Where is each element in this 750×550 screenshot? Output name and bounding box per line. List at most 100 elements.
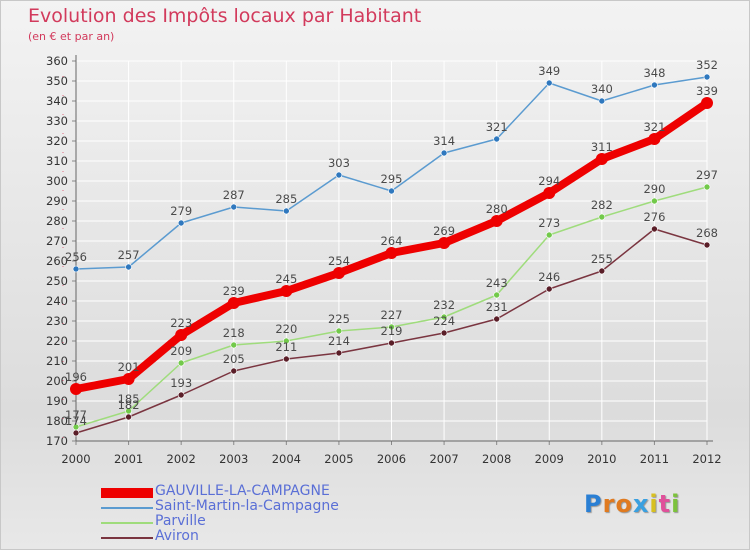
y-tick-label: 200 bbox=[46, 374, 68, 388]
data-point-saint-martin-la-campagne bbox=[283, 207, 290, 215]
data-point-parville bbox=[283, 337, 290, 345]
logo-letter: x bbox=[632, 490, 650, 518]
logo-letter: t bbox=[658, 490, 672, 518]
data-point-aviron bbox=[651, 225, 658, 233]
x-tick-label: 2008 bbox=[482, 452, 511, 466]
data-point-parville bbox=[388, 323, 395, 331]
data-label-aviron: 276 bbox=[643, 210, 665, 224]
y-tick-label: 240 bbox=[46, 294, 68, 308]
data-point-parville bbox=[230, 341, 238, 349]
data-point-aviron bbox=[283, 355, 290, 363]
y-tick-label: 340 bbox=[46, 94, 68, 108]
data-point-aviron bbox=[493, 315, 500, 323]
data-point-aviron bbox=[598, 267, 606, 275]
data-point-saint-martin-la-campagne bbox=[493, 135, 500, 143]
logo-letter: i bbox=[671, 490, 681, 518]
data-point-aviron bbox=[125, 413, 132, 421]
y-tick-label: 350 bbox=[46, 74, 68, 88]
data-label-saint-martin-la-campagne: 257 bbox=[118, 248, 140, 262]
data-label-parville: 220 bbox=[275, 322, 297, 336]
data-point-aviron bbox=[177, 391, 185, 399]
data-point-saint-martin-la-campagne bbox=[440, 149, 448, 157]
data-point-parville bbox=[703, 183, 711, 191]
y-tick-label: 270 bbox=[46, 234, 68, 248]
legend-swatch bbox=[101, 537, 153, 539]
data-point-gauville-la-campagne bbox=[122, 373, 135, 385]
data-point-saint-martin-la-campagne bbox=[545, 79, 553, 87]
data-point-gauville-la-campagne bbox=[438, 237, 451, 249]
y-tick-label: 310 bbox=[46, 154, 68, 168]
x-tick-label: 2003 bbox=[219, 452, 248, 466]
y-tick-label: 300 bbox=[46, 174, 68, 188]
data-label-parville: 232 bbox=[433, 298, 455, 312]
data-label-saint-martin-la-campagne: 314 bbox=[433, 134, 455, 148]
data-label-parville: 282 bbox=[591, 198, 613, 212]
data-point-gauville-la-campagne bbox=[595, 153, 608, 165]
x-tick-label: 2002 bbox=[167, 452, 196, 466]
axis-layer: 170 180 190 200 210 220 230 240 250 260 270 280 290 3… bbox=[46, 54, 722, 466]
y-tick-label: 210 bbox=[46, 354, 68, 368]
data-label-aviron: 214 bbox=[328, 334, 350, 348]
data-label-saint-martin-la-campagne: 321 bbox=[486, 120, 508, 134]
data-point-aviron bbox=[545, 285, 553, 293]
x-tick-label: 2000 bbox=[61, 452, 90, 466]
data-label-gauville-la-campagne: 339 bbox=[696, 84, 718, 98]
legend-swatch bbox=[101, 488, 153, 498]
data-point-parville bbox=[545, 231, 553, 239]
data-label-aviron: 246 bbox=[538, 270, 560, 284]
data-point-gauville-la-campagne bbox=[543, 187, 556, 199]
data-label-gauville-la-campagne: 311 bbox=[591, 140, 613, 154]
y-tick-label: 250 bbox=[46, 274, 68, 288]
data-label-saint-martin-la-campagne: 279 bbox=[170, 204, 192, 218]
legend-swatch bbox=[101, 507, 153, 509]
data-label-layer: 256 257 279 287 285 303 295 314 321 349 340 348 352 1… bbox=[65, 58, 718, 428]
data-point-saint-martin-la-campagne bbox=[125, 263, 132, 271]
data-label-aviron: 224 bbox=[433, 314, 455, 328]
data-label-gauville-la-campagne: 196 bbox=[65, 370, 87, 384]
x-tick-label: 2007 bbox=[429, 452, 458, 466]
data-label-aviron: 255 bbox=[591, 252, 613, 266]
data-point-aviron bbox=[703, 241, 711, 249]
data-label-parville: 297 bbox=[696, 168, 718, 182]
data-label-saint-martin-la-campagne: 256 bbox=[65, 250, 87, 264]
data-point-aviron bbox=[72, 429, 80, 437]
data-point-gauville-la-campagne bbox=[227, 297, 240, 309]
x-tick-label: 2006 bbox=[377, 452, 406, 466]
data-label-gauville-la-campagne: 254 bbox=[328, 254, 350, 268]
x-tick-label: 2009 bbox=[535, 452, 564, 466]
data-point-aviron bbox=[335, 349, 343, 357]
data-label-parville: 218 bbox=[223, 326, 245, 340]
logo-letter: i bbox=[649, 490, 659, 518]
data-label-aviron: 174 bbox=[65, 414, 87, 428]
legend-label: Parville bbox=[155, 513, 206, 529]
logo-letter: r bbox=[602, 490, 616, 518]
data-label-aviron: 193 bbox=[170, 376, 192, 390]
data-point-parville bbox=[598, 213, 606, 221]
data-label-saint-martin-la-campagne: 349 bbox=[538, 64, 560, 78]
data-label-parville: 225 bbox=[328, 312, 350, 326]
data-label-saint-martin-la-campagne: 295 bbox=[381, 172, 403, 186]
x-tick-label: 2012 bbox=[692, 452, 721, 466]
x-tick-label: 2004 bbox=[272, 452, 301, 466]
data-label-aviron: 231 bbox=[486, 300, 508, 314]
y-tick-label: 170 bbox=[46, 434, 68, 448]
logo-letter: o bbox=[615, 490, 633, 518]
data-point-gauville-la-campagne bbox=[648, 133, 661, 145]
data-label-gauville-la-campagne: 245 bbox=[275, 272, 297, 286]
data-label-saint-martin-la-campagne: 285 bbox=[275, 192, 297, 206]
chart-title: Evolution des Impôts locaux par Habitant bbox=[28, 5, 422, 27]
data-label-parville: 273 bbox=[538, 216, 560, 230]
data-point-saint-martin-la-campagne bbox=[388, 187, 395, 195]
data-point-parville bbox=[335, 327, 343, 335]
data-point-saint-martin-la-campagne bbox=[335, 171, 343, 179]
data-point-parville bbox=[440, 313, 448, 321]
y-tick-label: 280 bbox=[46, 214, 68, 228]
data-label-gauville-la-campagne: 280 bbox=[486, 202, 508, 216]
data-label-parville: 177 bbox=[65, 408, 87, 422]
data-point-saint-martin-la-campagne bbox=[72, 265, 80, 273]
data-label-aviron: 211 bbox=[275, 340, 297, 354]
y-tick-label: 320 bbox=[46, 134, 68, 148]
data-label-aviron: 205 bbox=[223, 352, 245, 366]
